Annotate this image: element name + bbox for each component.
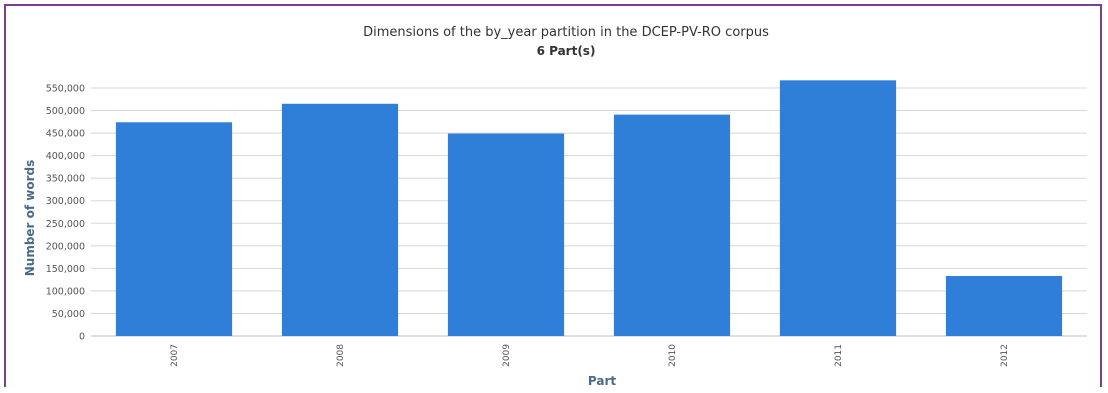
y-tick-label: 300,000 — [46, 196, 85, 207]
x-tick-label: 2012 — [1000, 344, 1010, 367]
y-tick-label: 250,000 — [46, 219, 85, 230]
y-tick-label: 150,000 — [46, 264, 85, 275]
bar-2011[interactable] — [779, 80, 897, 336]
x-tick-label: 2010 — [668, 344, 678, 367]
y-tick-label: 500,000 — [46, 106, 85, 117]
y-tick-label: 200,000 — [46, 241, 85, 252]
y-tick-label: 550,000 — [46, 84, 85, 95]
bar-2009[interactable] — [447, 133, 565, 336]
y-tick-label: 100,000 — [46, 286, 85, 297]
bar-chart: Dimensions of the by_year partition in t… — [23, 25, 1087, 388]
y-tick-label: 0 — [79, 332, 85, 343]
chart-subtitle: 6 Part(s) — [537, 44, 596, 58]
bars — [115, 80, 1063, 336]
y-tick-label: 450,000 — [46, 129, 85, 140]
x-tick-label: 2008 — [336, 344, 346, 367]
bar-2008[interactable] — [281, 103, 399, 336]
bar-2012[interactable] — [945, 276, 1063, 336]
y-axis-title: Number of words — [23, 160, 37, 277]
y-axis-ticks: 0 50,000 100,000 150,000 200,000 250,000 300,0… — [46, 84, 85, 343]
y-tick-label: 50,000 — [52, 309, 85, 320]
chart-frame: Dimensions of the by_year partition in t… — [4, 4, 1102, 388]
gridlines — [91, 87, 1087, 337]
y-tick-label: 400,000 — [46, 151, 85, 162]
x-tick-label: 2007 — [170, 344, 180, 367]
x-tick-label: 2011 — [834, 344, 844, 367]
x-tick-label: 2009 — [502, 344, 512, 367]
chart-title: Dimensions of the by_year partition in t… — [363, 25, 769, 40]
bar-2010[interactable] — [613, 114, 731, 336]
x-axis-title: Part — [588, 374, 616, 387]
y-tick-label: 350,000 — [46, 174, 85, 185]
x-axis-ticks: 2007 2008 2009 2010 2011 2012 — [170, 344, 1010, 367]
bar-2007[interactable] — [115, 122, 233, 336]
